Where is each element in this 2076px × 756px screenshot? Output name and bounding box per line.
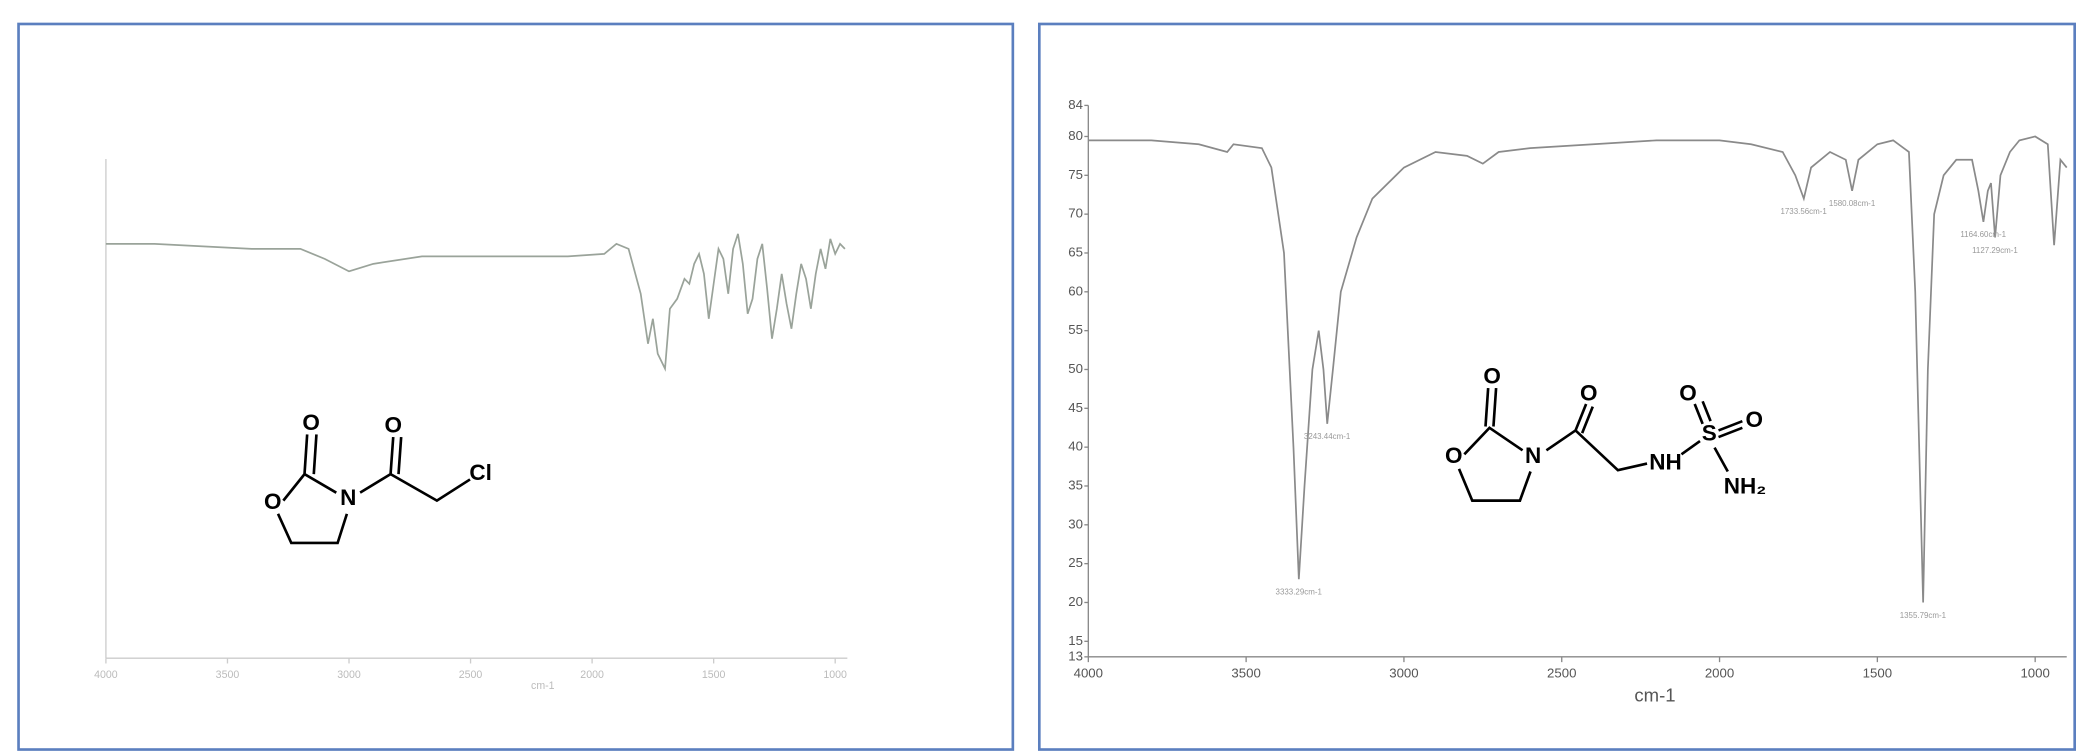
y-tick-label: 65 — [1068, 244, 1083, 259]
atom-label: NH₂ — [1724, 473, 1767, 498]
atom-label: O — [1746, 407, 1764, 432]
atom-label: NH — [1649, 449, 1682, 474]
atom-label: Cl — [469, 460, 492, 485]
atom-label: O — [1445, 443, 1463, 468]
atom-label: O — [1679, 381, 1697, 406]
x-tick-label: 4000 — [94, 669, 118, 681]
x-axis-label: cm-1 — [531, 680, 555, 692]
y-tick-label: 45 — [1068, 400, 1083, 415]
peak-label: 1127.29cm-1 — [1972, 246, 2018, 255]
atom-label: O — [1580, 381, 1598, 406]
x-tick-label: 3000 — [337, 669, 361, 681]
peak-label: 1580.08cm-1 — [1829, 199, 1876, 208]
atom-label: N — [340, 485, 356, 510]
atom-label: O — [302, 410, 320, 435]
y-tick-label: 20 — [1068, 594, 1083, 609]
x-tick-label: 3000 — [1389, 666, 1418, 681]
atom-label: O — [384, 412, 402, 437]
y-tick-label: 55 — [1068, 322, 1083, 337]
x-tick-label: 4000 — [1074, 666, 1103, 681]
peak-label: 1355.79cm-1 — [1900, 611, 1947, 620]
peak-label: 3333.29cm-1 — [1276, 588, 1323, 597]
x-tick-label: 1500 — [1863, 666, 1892, 681]
panel-frame — [1039, 24, 2074, 750]
y-tick-label: 15 — [1068, 633, 1083, 648]
y-tick-label: 60 — [1068, 283, 1083, 298]
x-tick-label: 1500 — [702, 669, 726, 681]
y-tick-label: 30 — [1068, 516, 1083, 531]
atom-label: S — [1702, 420, 1717, 445]
x-tick-label: 1000 — [2020, 666, 2049, 681]
peak-label: 1733.56cm-1 — [1780, 207, 1827, 216]
y-tick-label: 70 — [1068, 206, 1083, 221]
y-tick-label: 80 — [1068, 128, 1083, 143]
x-tick-label: 2500 — [459, 669, 483, 681]
y-tick-label: 75 — [1068, 167, 1083, 182]
x-tick-label: 2500 — [1547, 666, 1576, 681]
x-tick-label: 3500 — [1231, 666, 1260, 681]
x-tick-label: 3500 — [216, 669, 240, 681]
y-tick-label: 35 — [1068, 477, 1083, 492]
y-tick-label: 50 — [1068, 361, 1083, 376]
atom-label: O — [264, 489, 282, 514]
peak-label: 3243.44cm-1 — [1304, 432, 1351, 441]
y-tick-label: 13 — [1068, 648, 1083, 663]
x-tick-label: 1000 — [823, 669, 847, 681]
x-tick-label: 2000 — [1705, 666, 1734, 681]
figure: 4000 3500 3000 2500 2000 1500 1000 cm-1 O O N O Cl 40… — [0, 0, 2076, 751]
x-axis-label: cm-1 — [1634, 684, 1675, 705]
peak-label: 1164.60cm-1 — [1960, 230, 2006, 239]
x-tick-label: 2000 — [580, 669, 604, 681]
y-tick-label: 25 — [1068, 555, 1083, 570]
atom-label: N — [1525, 443, 1541, 468]
y-tick-label: 40 — [1068, 439, 1083, 454]
panel-frame — [19, 24, 1013, 750]
atom-label: O — [1483, 363, 1501, 388]
y-tick-label: 84 — [1068, 97, 1083, 112]
